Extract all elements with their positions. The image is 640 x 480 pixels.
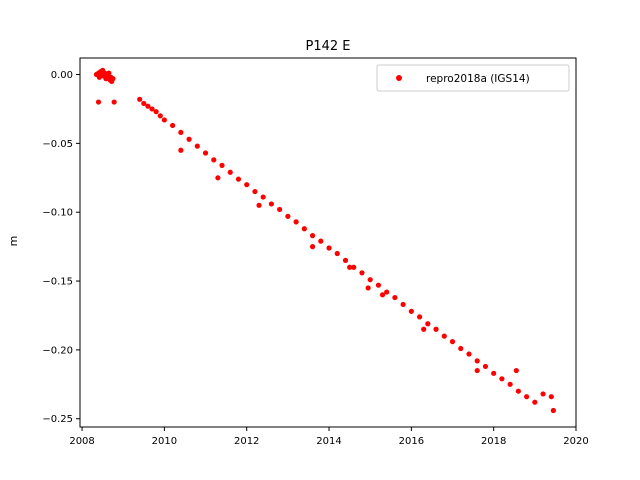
data-point xyxy=(285,213,291,219)
x-tick-label: 2020 xyxy=(563,436,588,447)
data-point xyxy=(347,264,353,270)
data-point xyxy=(178,147,184,153)
legend-label: repro2018a (IGS14) xyxy=(426,73,530,85)
data-point xyxy=(268,201,274,207)
y-tick-label: −0.10 xyxy=(42,208,73,219)
plot-area xyxy=(93,67,556,414)
data-point xyxy=(550,407,556,414)
data-point xyxy=(211,157,217,163)
data-point xyxy=(408,308,414,314)
data-point xyxy=(202,150,209,156)
data-point xyxy=(141,100,147,107)
data-point xyxy=(334,250,340,257)
data-point xyxy=(384,289,390,295)
data-point xyxy=(458,345,464,352)
data-point xyxy=(194,143,200,149)
data-point xyxy=(252,188,258,195)
x-tick-label: 2018 xyxy=(481,436,506,447)
y-tick-label: 0.00 xyxy=(51,70,73,81)
plot-frame xyxy=(79,57,577,428)
y-tick-label: −0.20 xyxy=(42,345,73,356)
data-point xyxy=(365,285,371,291)
y-tick-label: −0.05 xyxy=(42,139,73,150)
data-point xyxy=(256,202,262,208)
data-point xyxy=(379,292,386,298)
data-point xyxy=(425,321,431,327)
legend-marker xyxy=(396,75,402,81)
legend-box xyxy=(376,64,570,92)
data-point xyxy=(301,226,307,232)
data-point xyxy=(532,399,538,405)
data-point xyxy=(474,367,480,374)
data-point xyxy=(318,238,324,244)
data-point xyxy=(482,363,489,370)
y-tick-label: −0.15 xyxy=(42,277,73,288)
data-point xyxy=(277,206,283,213)
data-point xyxy=(309,244,316,250)
data-point xyxy=(342,257,349,263)
y-axis-label: m xyxy=(7,236,20,247)
data-point xyxy=(235,176,242,182)
data-point xyxy=(293,219,299,225)
data-point xyxy=(548,394,554,400)
x-tick-label: 2014 xyxy=(316,436,341,447)
data-point xyxy=(244,182,250,188)
data-point xyxy=(421,326,427,332)
legend: repro2018a (IGS14) xyxy=(376,64,570,92)
x-tick-label: 2008 xyxy=(69,436,94,447)
data-point xyxy=(110,76,116,82)
data-point xyxy=(499,376,505,382)
data-point xyxy=(170,122,176,129)
data-point xyxy=(219,162,225,168)
data-point xyxy=(260,194,266,200)
data-point xyxy=(227,169,233,175)
data-point xyxy=(507,381,513,387)
data-point xyxy=(400,301,406,308)
data-point xyxy=(416,314,423,320)
data-point xyxy=(466,351,472,357)
data-point xyxy=(95,99,102,105)
data-point xyxy=(375,282,382,288)
data-point xyxy=(359,270,365,276)
data-point xyxy=(145,103,151,109)
data-point xyxy=(111,99,117,105)
data-point xyxy=(513,367,519,374)
data-point xyxy=(186,136,192,142)
x-tick-label: 2010 xyxy=(152,436,177,447)
data-point xyxy=(441,333,447,339)
data-point xyxy=(524,394,530,400)
data-point xyxy=(392,294,398,301)
chart-title: P142 E xyxy=(306,39,351,54)
data-point xyxy=(153,109,159,115)
data-point xyxy=(215,175,221,181)
data-point xyxy=(433,326,439,332)
data-point xyxy=(161,117,167,123)
x-tick-label: 2012 xyxy=(234,436,259,447)
data-point xyxy=(515,388,521,394)
data-point xyxy=(309,233,316,239)
data-point xyxy=(367,277,373,283)
x-tick-label: 2016 xyxy=(399,436,424,447)
data-point xyxy=(137,96,143,102)
data-point xyxy=(149,106,155,112)
axis-ticks: 2008 2010 2012 2014 2016 2018 2020 0.00 −0.05 −0.… xyxy=(42,70,588,447)
data-point xyxy=(157,113,163,119)
data-point xyxy=(449,339,456,345)
y-tick-label: −0.25 xyxy=(42,414,73,425)
data-point xyxy=(491,370,497,376)
data-point xyxy=(106,70,112,76)
data-point xyxy=(326,245,332,251)
data-point xyxy=(474,358,480,364)
data-point xyxy=(178,129,184,135)
data-point xyxy=(540,391,546,397)
data-point xyxy=(351,264,357,270)
